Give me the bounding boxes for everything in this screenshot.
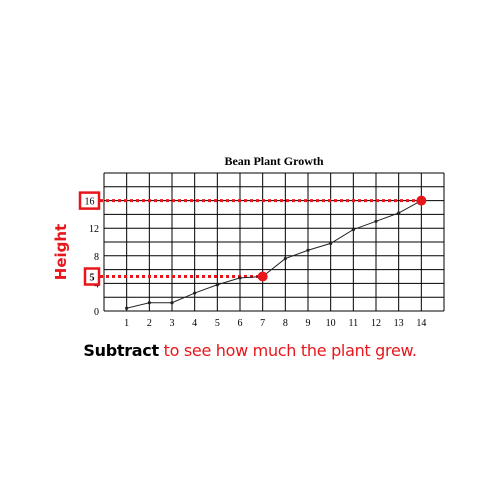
data-point bbox=[193, 291, 197, 295]
highlight-label: 16 bbox=[85, 197, 95, 208]
x-tick-label: 3 bbox=[170, 318, 175, 329]
y-axis-label: Height bbox=[52, 224, 70, 280]
x-tick-label: 12 bbox=[371, 318, 381, 329]
grid bbox=[103, 172, 445, 312]
series-line bbox=[126, 200, 422, 309]
highlight-markers: 5 16 bbox=[78, 191, 427, 286]
x-tick-label: 6 bbox=[238, 318, 243, 329]
x-tick-label: 10 bbox=[326, 318, 336, 329]
data-point bbox=[238, 276, 242, 280]
growth-series bbox=[125, 199, 423, 310]
caption-text: to see how much the plant grew. bbox=[158, 341, 417, 360]
highlight-point bbox=[257, 271, 268, 282]
data-point bbox=[125, 306, 129, 310]
y-tick-label: 12 bbox=[89, 224, 99, 235]
x-tick-label: 13 bbox=[394, 318, 404, 329]
data-point bbox=[351, 227, 355, 232]
highlight-guides bbox=[100, 199, 422, 278]
caption-emphasis: Subtract bbox=[83, 341, 159, 360]
chart-title: Bean Plant Growth bbox=[224, 154, 323, 168]
tick-labels: 123456789101112131404812 bbox=[89, 224, 426, 329]
x-tick-label: 9 bbox=[306, 318, 311, 329]
highlight-label-box bbox=[83, 267, 101, 286]
highlight-point bbox=[416, 195, 427, 206]
x-tick-label: 11 bbox=[349, 318, 359, 329]
data-point bbox=[397, 211, 401, 215]
caption: Subtract to see how much the plant grew. bbox=[0, 341, 500, 360]
x-tick-label: 7 bbox=[260, 318, 265, 329]
x-tick-label: 4 bbox=[192, 318, 197, 329]
y-tick-label: 0 bbox=[94, 307, 99, 318]
highlight-label-box bbox=[78, 191, 101, 210]
data-point bbox=[306, 248, 310, 252]
x-tick-label: 14 bbox=[416, 318, 426, 329]
data-point bbox=[329, 241, 333, 245]
highlight-label: 5 bbox=[90, 273, 95, 284]
data-point bbox=[215, 283, 219, 287]
y-tick-label: 8 bbox=[94, 252, 99, 263]
x-tick-label: 1 bbox=[124, 318, 129, 329]
data-point bbox=[283, 256, 287, 261]
x-tick-label: 5 bbox=[215, 318, 220, 329]
data-point bbox=[147, 301, 151, 305]
x-tick-label: 8 bbox=[283, 318, 288, 329]
data-point bbox=[170, 301, 174, 305]
data-point bbox=[374, 219, 378, 223]
x-tick-label: 2 bbox=[147, 318, 152, 329]
